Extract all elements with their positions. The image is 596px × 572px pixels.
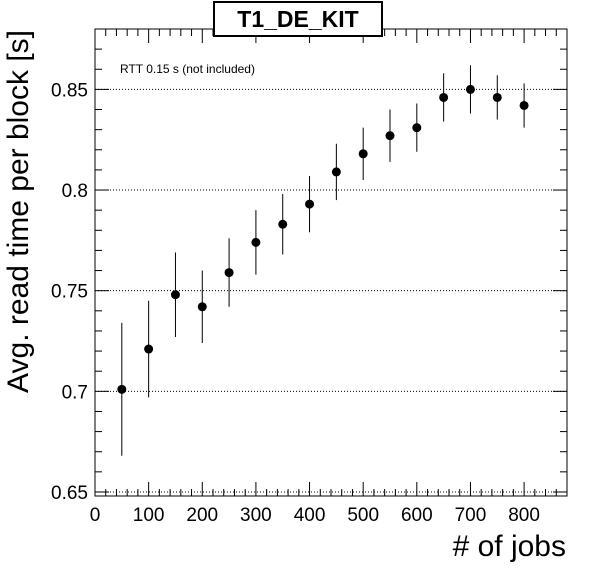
- title-box: [213, 1, 383, 37]
- data-point: [465, 84, 475, 94]
- data-point: [251, 237, 261, 247]
- data-point: [144, 344, 154, 354]
- data-point: [412, 123, 422, 133]
- data-point: [278, 219, 288, 229]
- data-series: [117, 65, 529, 456]
- data-point: [224, 268, 234, 278]
- data-point: [331, 167, 341, 177]
- x-tick-label: 700: [455, 505, 487, 526]
- x-tick-label: 600: [401, 505, 433, 526]
- x-tick-label: 300: [240, 505, 272, 526]
- chart-title-box: T1_DE_KIT: [213, 1, 383, 37]
- x-axis-title: # of jobs: [453, 530, 566, 563]
- axis-ticks: [94, 28, 568, 496]
- x-tick-labels: 0 100 200 300 400 500 600 700 800: [90, 505, 540, 526]
- y-tick-label: 0.65: [51, 483, 88, 504]
- y-tick-labels: 0.65 0.7 0.75 0.8 0.85: [51, 80, 88, 504]
- data-point: [519, 100, 529, 110]
- data-point: [385, 131, 395, 141]
- data-point: [170, 290, 180, 300]
- data-point: [197, 302, 207, 312]
- data-point: [117, 384, 127, 394]
- y-tick-label: 0.75: [51, 282, 88, 303]
- y-tick-label: 0.8: [62, 181, 88, 202]
- rtt-annotation: RTT 0.15 s (not included): [120, 62, 255, 76]
- x-tick-label: 400: [294, 505, 326, 526]
- x-tick-label: 500: [347, 505, 379, 526]
- data-point: [439, 92, 449, 102]
- data-point: [492, 92, 502, 102]
- x-tick-label: 200: [186, 505, 218, 526]
- x-tick-label: 800: [508, 505, 540, 526]
- x-tick-label: 0: [90, 505, 101, 526]
- y-axis-title: Avg. read time per block [s]: [2, 30, 35, 393]
- x-tick-label: 100: [133, 505, 165, 526]
- y-tick-label: 0.7: [62, 382, 88, 403]
- chart-title: T1_DE_KIT: [237, 6, 358, 32]
- grid-lines: [95, 88, 567, 493]
- data-point: [305, 199, 315, 209]
- y-tick-label: 0.85: [51, 80, 88, 101]
- data-point: [358, 149, 368, 159]
